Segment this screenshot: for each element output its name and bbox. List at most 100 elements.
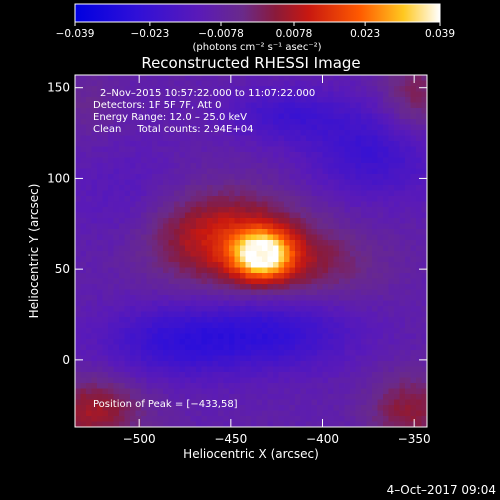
heatmap-cell: [399, 372, 406, 378]
heatmap-cell: [289, 97, 296, 103]
heatmap-cell: [366, 289, 373, 296]
heatmap-cell: [361, 97, 367, 103]
heatmap-cell: [278, 372, 285, 378]
heatmap-cell: [333, 152, 340, 158]
heatmap-cell: [223, 421, 230, 427]
heatmap-cell: [289, 372, 296, 378]
heatmap-cell: [295, 119, 301, 125]
heatmap-cell: [300, 251, 307, 257]
heatmap-cell: [306, 119, 312, 125]
heatmap-cell: [113, 350, 120, 356]
heatmap-cell: [190, 86, 197, 92]
heatmap-cell: [383, 245, 389, 252]
heatmap-cell: [75, 300, 81, 307]
heatmap-cell: [383, 185, 389, 191]
heatmap-cell: [163, 306, 169, 312]
heatmap-cell: [366, 372, 373, 378]
colorbar-tick-label: −0.023: [130, 28, 169, 40]
heatmap-cell: [152, 245, 158, 252]
heatmap-cell: [405, 267, 411, 274]
heatmap-cell: [119, 284, 125, 290]
heatmap-cell: [421, 388, 427, 395]
heatmap-cell: [328, 361, 334, 367]
heatmap-cell: [207, 394, 213, 400]
heatmap-cell: [262, 366, 268, 373]
heatmap-cell: [196, 75, 202, 81]
heatmap-cell: [421, 256, 427, 263]
heatmap-cell: [102, 317, 109, 323]
heatmap-cell: [135, 102, 142, 109]
heatmap-cell: [311, 388, 318, 395]
heatmap-cell: [300, 289, 307, 296]
heatmap-cell: [317, 322, 323, 329]
heatmap-cell: [366, 355, 373, 362]
heatmap-cell: [355, 333, 362, 340]
heatmap-cell: [113, 361, 120, 367]
heatmap-cell: [267, 267, 274, 274]
heatmap-cell: [388, 179, 395, 186]
heatmap-cell: [311, 91, 318, 98]
heatmap-cell: [108, 317, 114, 323]
heatmap-cell: [174, 185, 180, 191]
heatmap-cell: [355, 251, 362, 257]
heatmap-cell: [223, 295, 230, 301]
heatmap-cell: [306, 201, 312, 208]
heatmap-cell: [97, 278, 103, 285]
heatmap-cell: [267, 185, 274, 191]
x-tick-label: −450: [214, 432, 247, 446]
heatmap-cell: [91, 229, 98, 235]
heatmap-cell: [108, 251, 114, 257]
heatmap-cell: [262, 174, 268, 180]
heatmap-cell: [295, 262, 301, 268]
heatmap-cell: [317, 190, 323, 197]
heatmap-cell: [394, 328, 400, 334]
heatmap-cell: [75, 399, 81, 406]
heatmap-cell: [102, 372, 109, 378]
heatmap-cell: [119, 355, 125, 362]
heatmap-cell: [311, 366, 318, 373]
heatmap-cell: [102, 405, 109, 411]
heatmap-cell: [383, 410, 389, 417]
heatmap-cell: [179, 135, 186, 142]
heatmap-cell: [339, 289, 345, 296]
heatmap-cell: [212, 179, 219, 186]
heatmap-cell: [289, 377, 296, 384]
heatmap-cell: [163, 416, 169, 422]
heatmap-cell: [350, 350, 356, 356]
heatmap-cell: [119, 196, 125, 202]
heatmap-cell: [146, 135, 153, 142]
heatmap-cell: [240, 267, 246, 274]
heatmap-cell: [97, 240, 103, 246]
heatmap-cell: [174, 317, 180, 323]
heatmap-cell: [130, 377, 136, 384]
heatmap-cell: [410, 135, 417, 142]
heatmap-cell: [295, 405, 301, 411]
heatmap-cell: [300, 361, 307, 367]
heatmap-cell: [108, 152, 114, 158]
heatmap-cell: [311, 355, 318, 362]
heatmap-cell: [251, 135, 257, 142]
heatmap-cell: [267, 394, 274, 400]
heatmap-cell: [372, 201, 378, 208]
heatmap-cell: [328, 383, 334, 389]
heatmap-cell: [377, 135, 384, 142]
heatmap-cell: [168, 300, 175, 307]
heatmap-cell: [377, 201, 384, 208]
heatmap-cell: [267, 366, 274, 373]
heatmap-cell: [75, 311, 81, 318]
heatmap-cell: [223, 174, 230, 180]
heatmap-cell: [223, 322, 230, 329]
heatmap-cell: [267, 91, 274, 98]
heatmap-cell: [119, 234, 125, 241]
heatmap-cell: [311, 284, 318, 290]
heatmap-cell: [196, 251, 202, 257]
heatmap-cell: [218, 212, 224, 219]
heatmap-cell: [245, 306, 252, 312]
heatmap-cell: [388, 295, 395, 301]
heatmap-cell: [372, 416, 378, 422]
heatmap-cell: [190, 168, 197, 175]
heatmap-cell: [124, 267, 131, 274]
heatmap-cell: [113, 377, 120, 384]
heatmap-cell: [328, 130, 334, 136]
heatmap-cell: [372, 234, 378, 241]
